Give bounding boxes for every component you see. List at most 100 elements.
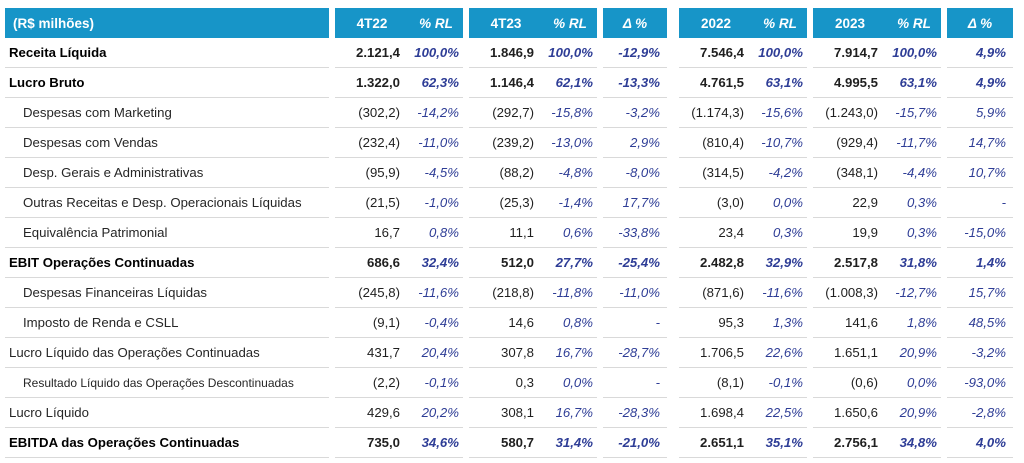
table-body: Receita Líquida 2.121,4 100,0% 1.846,9 100,0… [5, 38, 1013, 458]
cell-4t23-rl: 0,0% [543, 368, 597, 398]
cell-4t22: 16,7 [335, 218, 409, 248]
cell-4t23-rl: -4,8% [543, 158, 597, 188]
cell-4t23: (239,2) [469, 128, 543, 158]
cell-2022-rl: 32,9% [753, 248, 807, 278]
cell-4t23-rl: 16,7% [543, 398, 597, 428]
section-gap [667, 8, 679, 38]
row-label: Lucro Bruto [5, 68, 329, 98]
section-gap [667, 188, 679, 218]
row-label: Despesas com Vendas [5, 128, 329, 158]
table-row: Desp. Gerais e Administrativas (95,9) -4,5… [5, 158, 1013, 188]
cell-2022-rl: 63,1% [753, 68, 807, 98]
cell-2023: (1.243,0) [813, 98, 887, 128]
column-gap [329, 8, 335, 38]
table-row: Lucro Líquido 429,6 20,2% 308,1 16,7% -28,3% 1… [5, 398, 1013, 428]
cell-2023: 1.650,6 [813, 398, 887, 428]
cell-delta-year: 4,9% [947, 38, 1013, 68]
column-gap [597, 8, 603, 38]
cell-2023: 22,9 [813, 188, 887, 218]
cell-2023-rl: -12,7% [887, 278, 941, 308]
table-row: Despesas Financeiras Líquidas (245,8) -11,… [5, 278, 1013, 308]
table-row: Outras Receitas e Desp. Operacionais Líq… [5, 188, 1013, 218]
cell-2023-rl: -15,7% [887, 98, 941, 128]
cell-4t22: 431,7 [335, 338, 409, 368]
cell-2022: (810,4) [679, 128, 753, 158]
section-gap [667, 68, 679, 98]
cell-4t23: (88,2) [469, 158, 543, 188]
cell-delta-quarter: - [603, 368, 667, 398]
section-gap [667, 128, 679, 158]
cell-4t23: 0,3 [469, 368, 543, 398]
cell-delta-quarter: -3,2% [603, 98, 667, 128]
cell-4t22-rl: 100,0% [409, 38, 463, 68]
row-label: Resultado Líquido das Operações Desconti… [5, 368, 329, 398]
cell-2023-rl: 31,8% [887, 248, 941, 278]
cell-2023: 141,6 [813, 308, 887, 338]
header-delta-year: Δ % [947, 8, 1013, 38]
cell-4t22-rl: -11,0% [409, 128, 463, 158]
cell-delta-quarter: -8,0% [603, 158, 667, 188]
header-2022-rl: % RL [753, 8, 807, 38]
cell-2023-rl: 100,0% [887, 38, 941, 68]
cell-2022: 2.651,1 [679, 428, 753, 458]
cell-delta-quarter: -33,8% [603, 218, 667, 248]
cell-2022-rl: 100,0% [753, 38, 807, 68]
cell-delta-quarter: 2,9% [603, 128, 667, 158]
table-row: EBIT Operações Continuadas 686,6 32,4% 512,… [5, 248, 1013, 278]
cell-4t22: 2.121,4 [335, 38, 409, 68]
section-gap [667, 338, 679, 368]
cell-2023-rl: 20,9% [887, 338, 941, 368]
cell-2022-rl: 1,3% [753, 308, 807, 338]
cell-2022: (3,0) [679, 188, 753, 218]
cell-4t22-rl: -1,0% [409, 188, 463, 218]
cell-delta-year: 4,0% [947, 428, 1013, 458]
cell-2023: 2.517,8 [813, 248, 887, 278]
header-4t23-rl: % RL [543, 8, 597, 38]
table-row: Despesas com Vendas (232,4) -11,0% (239,2) -… [5, 128, 1013, 158]
cell-2022-rl: 0,0% [753, 188, 807, 218]
cell-2023-rl: 0,0% [887, 368, 941, 398]
row-label: EBITDA das Operações Continuadas [5, 428, 329, 458]
column-gap [807, 8, 813, 38]
section-gap [667, 38, 679, 68]
cell-2022: 1.706,5 [679, 338, 753, 368]
cell-delta-year: -93,0% [947, 368, 1013, 398]
cell-4t22-rl: 32,4% [409, 248, 463, 278]
cell-2022: 1.698,4 [679, 398, 753, 428]
cell-2022-rl: -10,7% [753, 128, 807, 158]
cell-4t23-rl: -13,0% [543, 128, 597, 158]
cell-delta-quarter: - [603, 308, 667, 338]
cell-4t23: 580,7 [469, 428, 543, 458]
cell-4t22-rl: -4,5% [409, 158, 463, 188]
cell-4t23-rl: -11,8% [543, 278, 597, 308]
table-row: Lucro Bruto 1.322,0 62,3% 1.146,4 62,1% -13,3… [5, 68, 1013, 98]
cell-4t22: (232,4) [335, 128, 409, 158]
cell-2022-rl: -0,1% [753, 368, 807, 398]
cell-4t23: (292,7) [469, 98, 543, 128]
row-label: Outras Receitas e Desp. Operacionais Líq… [5, 188, 329, 218]
cell-4t23-rl: -15,8% [543, 98, 597, 128]
cell-4t23-rl: 0,6% [543, 218, 597, 248]
table-row: Lucro Líquido das Operações Continuadas 4… [5, 338, 1013, 368]
cell-2022: (1.174,3) [679, 98, 753, 128]
row-label: Imposto de Renda e CSLL [5, 308, 329, 338]
cell-4t22: (302,2) [335, 98, 409, 128]
cell-2022-rl: 22,5% [753, 398, 807, 428]
cell-2023-rl: -11,7% [887, 128, 941, 158]
cell-4t23: 14,6 [469, 308, 543, 338]
cell-4t23: 308,1 [469, 398, 543, 428]
cell-4t23-rl: 62,1% [543, 68, 597, 98]
cell-2023-rl: 1,8% [887, 308, 941, 338]
section-gap [667, 158, 679, 188]
cell-2022-rl: 0,3% [753, 218, 807, 248]
cell-4t22-rl: 20,4% [409, 338, 463, 368]
cell-2022: 95,3 [679, 308, 753, 338]
cell-delta-quarter: -21,0% [603, 428, 667, 458]
row-label: Lucro Líquido [5, 398, 329, 428]
cell-2022: (8,1) [679, 368, 753, 398]
cell-2023: (348,1) [813, 158, 887, 188]
row-label: Equivalência Patrimonial [5, 218, 329, 248]
section-gap [667, 368, 679, 398]
cell-4t23-rl: 16,7% [543, 338, 597, 368]
header-2023-rl: % RL [887, 8, 941, 38]
